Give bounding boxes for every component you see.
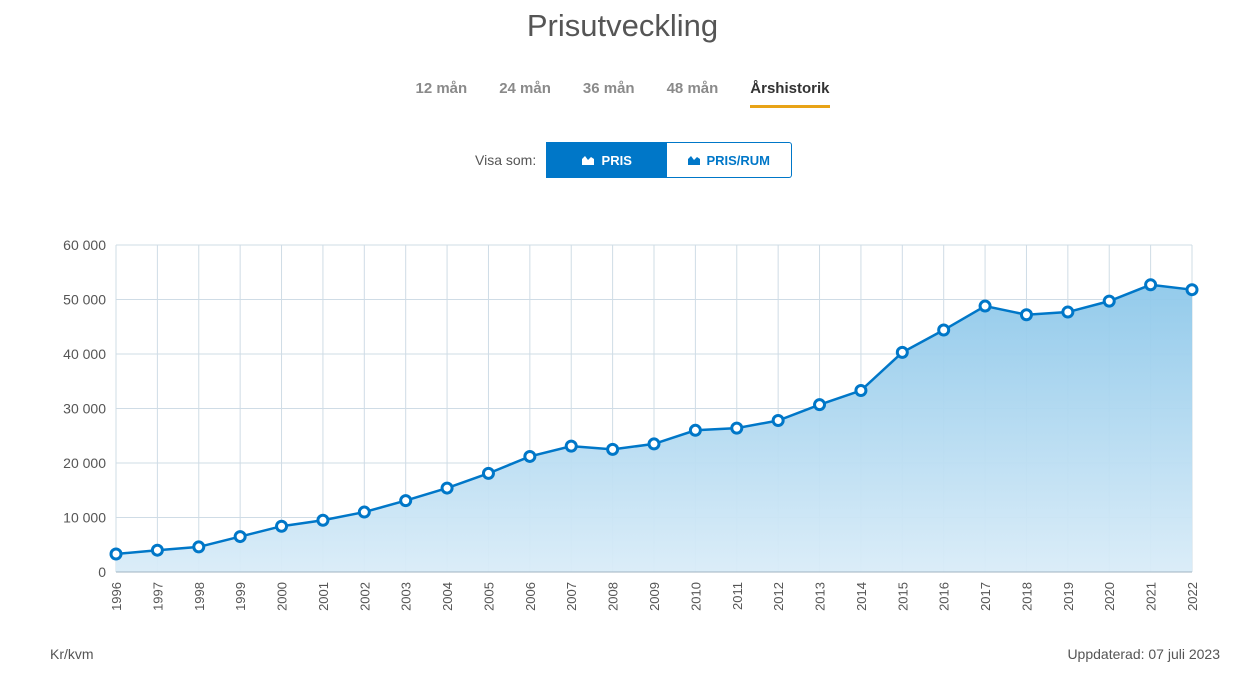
x-axis-ticks: 1996 1997 1998 1999 2000 2001 2002 2003 2004 2005…: [109, 582, 1200, 611]
x-tick-label: 2010: [688, 582, 703, 611]
x-tick-label: 2014: [854, 582, 869, 611]
data-point[interactable]: [606, 442, 620, 456]
x-tick-label: 2008: [606, 582, 621, 611]
x-tick-label: 1999: [233, 582, 248, 611]
x-tick-label: 2002: [357, 582, 372, 611]
data-point[interactable]: [357, 505, 371, 519]
y-tick-label: 30 000: [63, 401, 106, 417]
data-point[interactable]: [481, 466, 495, 480]
x-tick-label: 2001: [316, 582, 331, 611]
data-point[interactable]: [937, 323, 951, 337]
tab-36-months[interactable]: 36 mån: [582, 80, 635, 97]
price-per-room-button-label: PRIS/RUM: [706, 152, 770, 168]
area-chart-icon: [688, 153, 701, 168]
x-tick-label: 2017: [978, 582, 993, 611]
period-tabs: 12 mån 24 mån 36 mån 48 mån Årshistorik: [0, 80, 1245, 108]
price-chart: 0 10 000 20 000 30 000 40 000 50 000 60 000 19…: [63, 237, 1200, 611]
x-tick-label: 2021: [1144, 582, 1159, 611]
x-tick-label: 2022: [1185, 582, 1200, 611]
x-tick-label: 1996: [109, 582, 124, 611]
data-point[interactable]: [399, 494, 413, 508]
x-tick-label: 2003: [399, 582, 414, 611]
data-point[interactable]: [1185, 283, 1199, 297]
data-point[interactable]: [1144, 278, 1158, 292]
x-tick-label: 1998: [192, 582, 207, 611]
x-tick-label: 2019: [1061, 582, 1076, 611]
x-tick-label: 2009: [647, 582, 662, 611]
view-toggle-label: Visa som:: [475, 152, 537, 168]
data-point[interactable]: [771, 413, 785, 427]
y-tick-label: 0: [98, 564, 106, 580]
data-point[interactable]: [854, 384, 868, 398]
price-per-room-button[interactable]: PRIS/RUM: [667, 142, 793, 178]
x-tick-label: 2015: [895, 582, 910, 611]
page-title: Prisutveckling: [526, 8, 719, 43]
y-tick-label: 40 000: [63, 346, 106, 362]
x-tick-label: 2013: [813, 582, 828, 611]
data-point[interactable]: [1061, 305, 1075, 319]
x-tick-label: 1997: [150, 582, 165, 611]
area-chart-icon: [581, 153, 594, 168]
x-tick-label: 2016: [937, 582, 952, 611]
tab-year-history[interactable]: Årshistorik: [750, 80, 830, 108]
data-point[interactable]: [150, 543, 164, 557]
view-toggle-group: PRIS PRIS/RUM: [546, 142, 793, 178]
x-tick-label: 2004: [440, 582, 455, 611]
x-tick-label: 2012: [771, 582, 786, 611]
data-point[interactable]: [813, 398, 827, 412]
tab-24-months[interactable]: 24 mån: [499, 80, 551, 97]
data-point[interactable]: [440, 481, 454, 495]
data-point[interactable]: [730, 421, 744, 435]
tab-48-months[interactable]: 48 mån: [666, 80, 719, 97]
area-fill: [116, 284, 1192, 572]
chart-points: [109, 278, 1199, 561]
x-tick-label: 2000: [275, 582, 290, 611]
data-point[interactable]: [895, 345, 909, 359]
y-tick-label: 60 000: [63, 237, 106, 253]
updated-label: Uppdaterad: 07 juli 2023: [1067, 646, 1220, 662]
y-axis-ticks: 0 10 000 20 000 30 000 40 000 50 000 60 000: [63, 237, 106, 580]
data-point[interactable]: [1019, 308, 1033, 322]
data-point[interactable]: [233, 530, 247, 544]
data-point[interactable]: [275, 519, 289, 533]
data-point[interactable]: [978, 299, 992, 313]
y-tick-label: 20 000: [63, 455, 106, 471]
unit-label: Kr/kvm: [50, 646, 94, 662]
data-point[interactable]: [564, 439, 578, 453]
data-point[interactable]: [647, 437, 661, 451]
x-tick-label: 2011: [730, 582, 745, 610]
tab-12-months[interactable]: 12 mån: [415, 80, 468, 97]
view-toggle: Visa som: PRIS PRIS/RUM: [475, 142, 793, 178]
data-point[interactable]: [316, 513, 330, 527]
data-point[interactable]: [523, 449, 537, 463]
x-tick-label: 2007: [564, 582, 579, 611]
data-point[interactable]: [109, 547, 123, 561]
data-point[interactable]: [688, 423, 702, 437]
data-point[interactable]: [192, 540, 206, 554]
price-button[interactable]: PRIS: [546, 142, 668, 178]
x-tick-label: 2006: [523, 582, 538, 611]
x-tick-label: 2020: [1102, 582, 1117, 611]
x-tick-label: 2005: [481, 582, 496, 611]
data-point[interactable]: [1102, 294, 1116, 308]
y-tick-label: 10 000: [63, 510, 106, 526]
price-button-label: PRIS: [601, 152, 632, 168]
y-tick-label: 50 000: [63, 292, 106, 308]
x-tick-label: 2018: [1019, 582, 1034, 611]
